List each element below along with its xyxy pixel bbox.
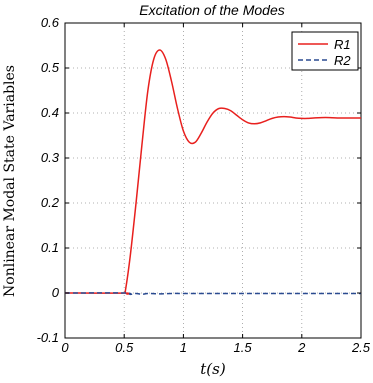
y-tick-label: -0.1 xyxy=(37,330,59,345)
y-axis-label: Nonlinear Modal State Variables xyxy=(2,65,18,297)
legend-label-r1: R1 xyxy=(334,37,351,52)
y-tick-label: 0.6 xyxy=(41,15,60,30)
x-tick-label: 0 xyxy=(61,340,69,355)
series-layer xyxy=(64,49,361,296)
chart-title: Excitation of the Modes xyxy=(139,2,285,18)
legend-box xyxy=(291,31,359,71)
grid xyxy=(65,23,361,338)
x-tick-label: 0.5 xyxy=(115,340,134,355)
x-tick-label: 2 xyxy=(297,340,306,355)
series-line-r1 xyxy=(64,49,361,295)
y-tick-label: 0.3 xyxy=(41,150,60,165)
y-tick-label: 0.4 xyxy=(41,105,59,120)
y-tick-label: 0.5 xyxy=(41,60,60,75)
x-tick-label: 1 xyxy=(180,340,187,355)
y-tick-label: 0.1 xyxy=(41,240,59,255)
series-line-r2 xyxy=(64,292,361,296)
tick-layer xyxy=(64,22,362,339)
x-axis-label: t(s) xyxy=(200,360,226,378)
x-tick-label: 1.5 xyxy=(234,340,253,355)
tick-label-layer: 0 0.5 1 1.5 2 2.5-0.100.10.20.30.40.50.6 xyxy=(37,15,371,355)
x-tick-label: 2.5 xyxy=(351,340,371,355)
legend-label-r2: R2 xyxy=(334,53,351,68)
y-tick-label: 0 xyxy=(52,285,60,300)
y-tick-label: 0.2 xyxy=(41,195,60,210)
plot-area xyxy=(64,22,362,339)
